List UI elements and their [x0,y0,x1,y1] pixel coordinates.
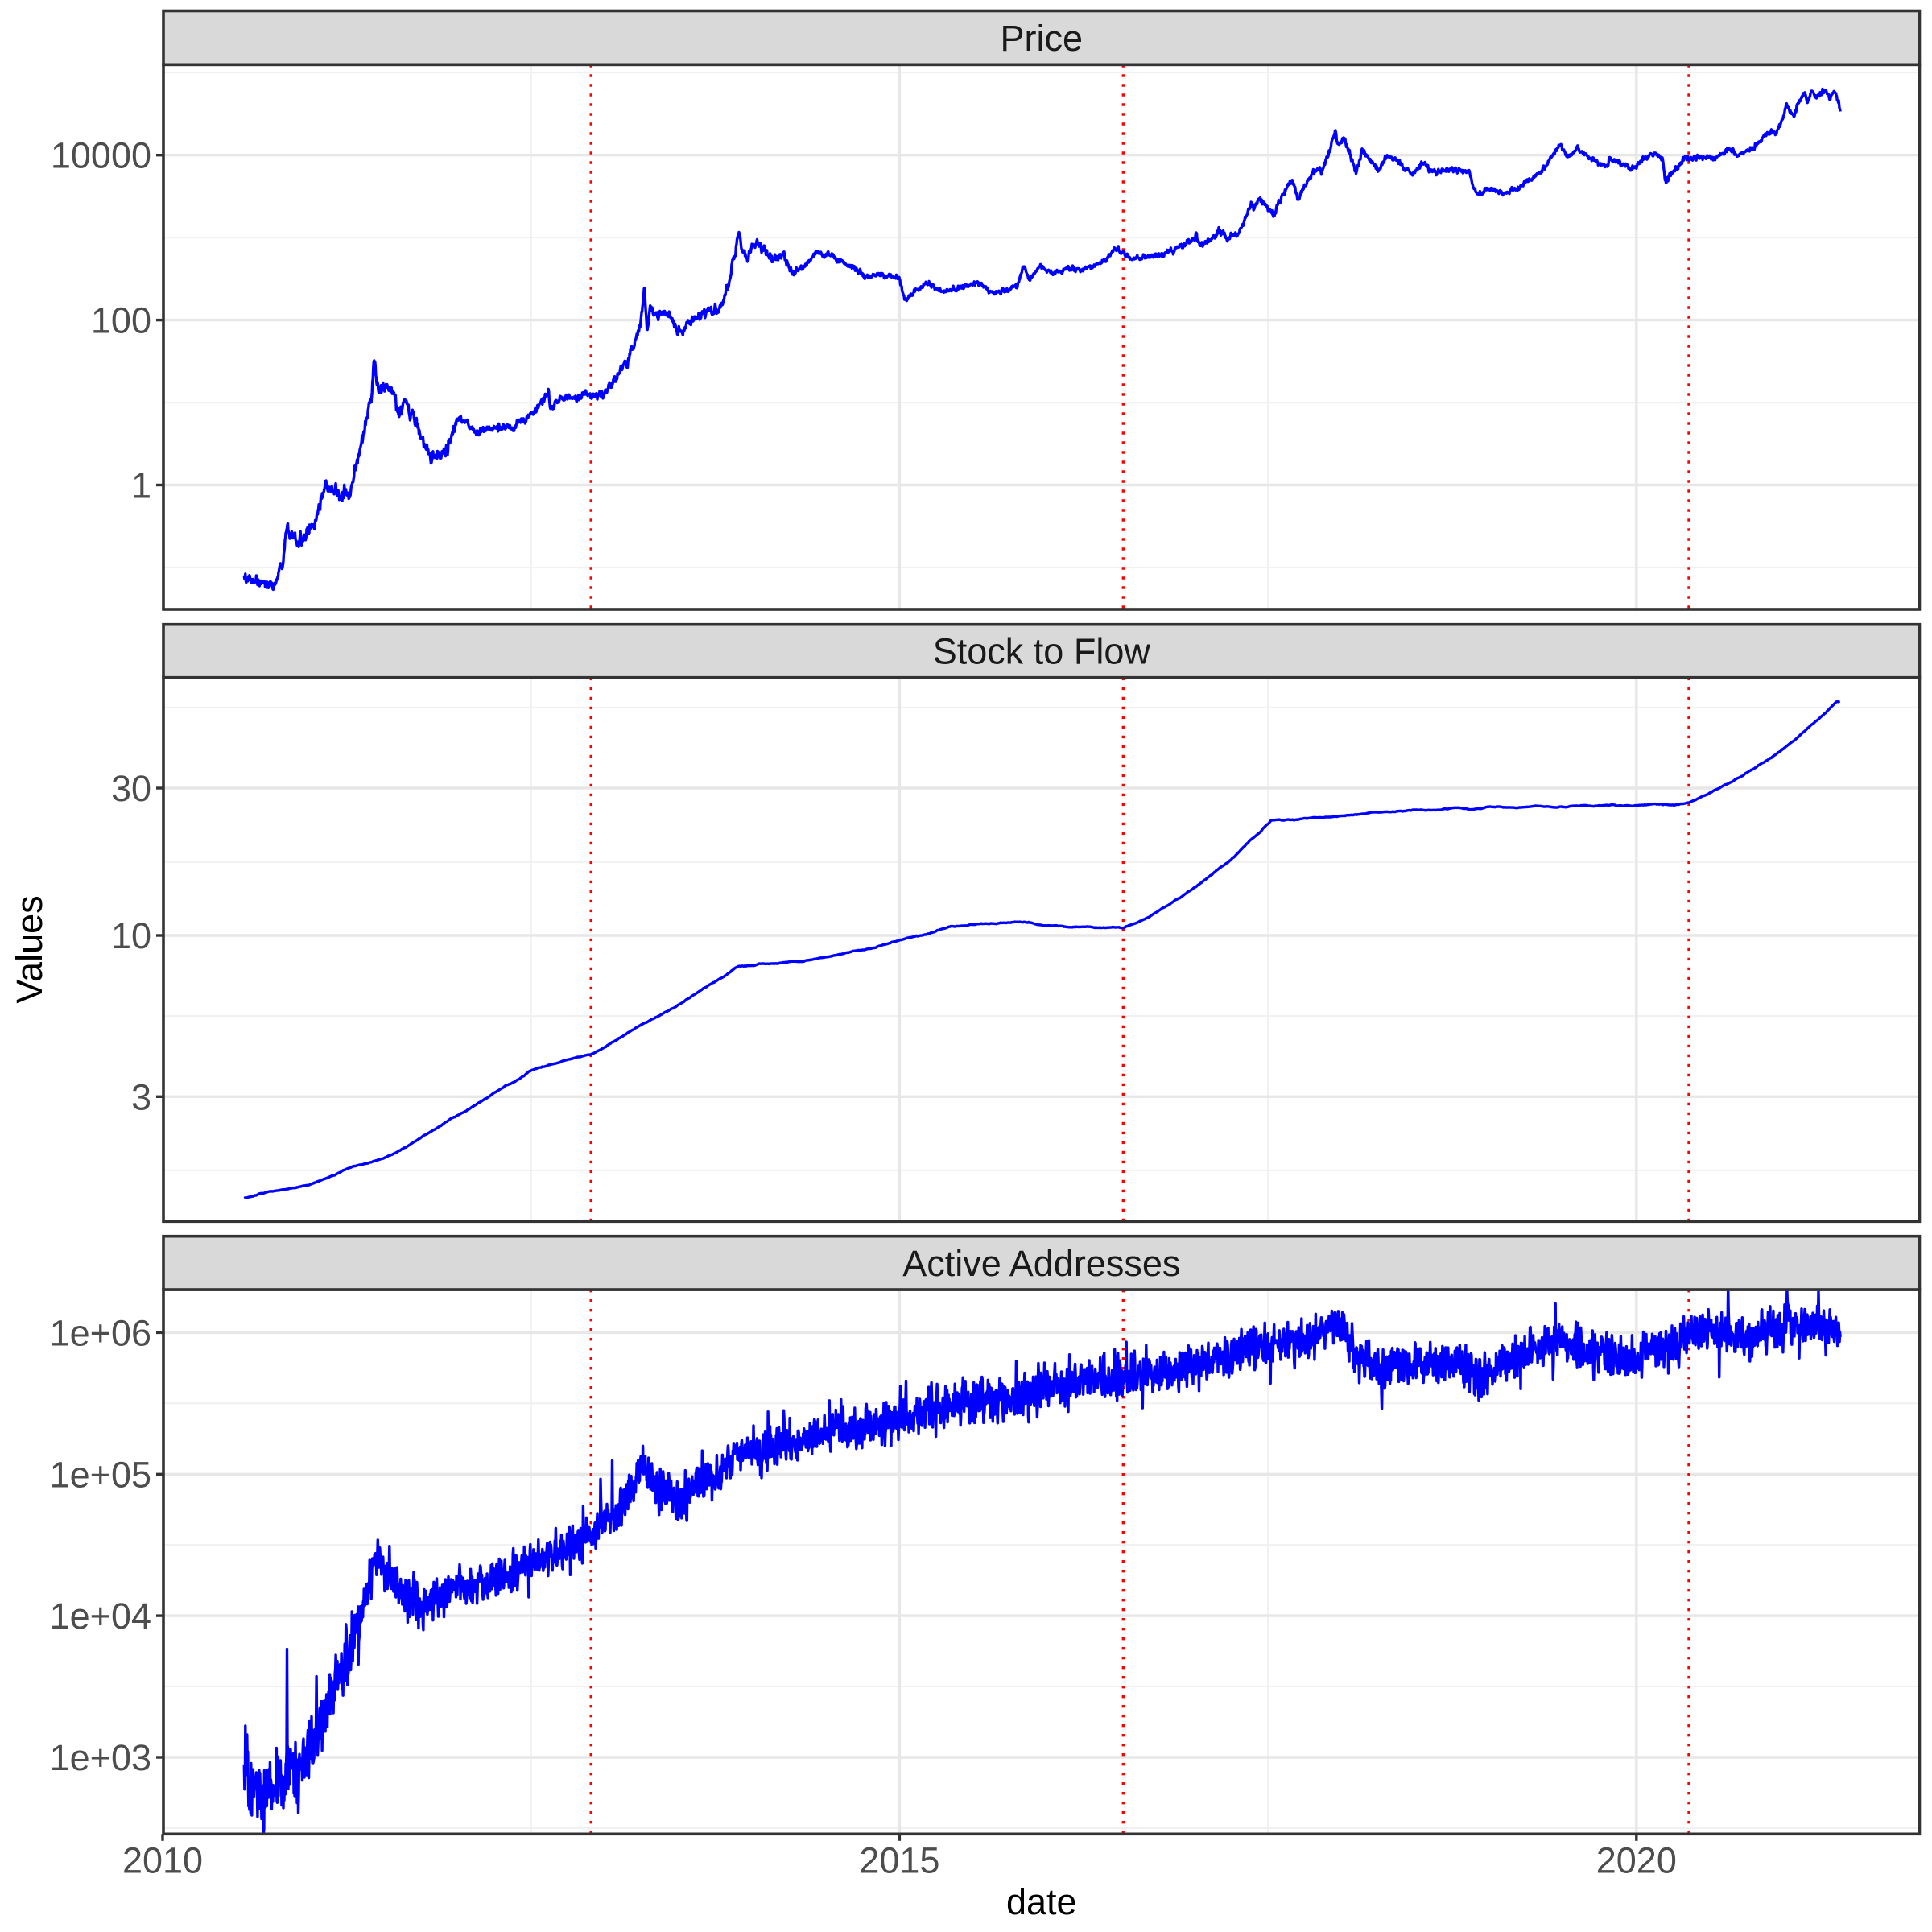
svg-text:30: 30 [111,768,151,809]
svg-text:1: 1 [131,465,151,506]
svg-text:Stock to Flow: Stock to Flow [933,631,1151,672]
svg-text:2020: 2020 [1596,1840,1677,1881]
svg-text:1e+06: 1e+06 [50,1312,151,1353]
svg-text:10000: 10000 [51,135,151,176]
svg-text:2010: 2010 [122,1840,203,1881]
svg-text:2015: 2015 [859,1840,939,1881]
svg-text:1e+04: 1e+04 [50,1596,151,1637]
svg-text:date: date [1006,1881,1077,1922]
svg-text:Values: Values [9,895,50,1003]
svg-text:10: 10 [111,915,151,956]
svg-text:100: 100 [91,300,151,341]
svg-text:1e+03: 1e+03 [50,1737,151,1778]
svg-text:3: 3 [131,1076,151,1117]
svg-text:Price: Price [1001,18,1084,59]
svg-text:1e+05: 1e+05 [50,1454,151,1495]
svg-text:Active Addresses: Active Addresses [902,1243,1180,1284]
